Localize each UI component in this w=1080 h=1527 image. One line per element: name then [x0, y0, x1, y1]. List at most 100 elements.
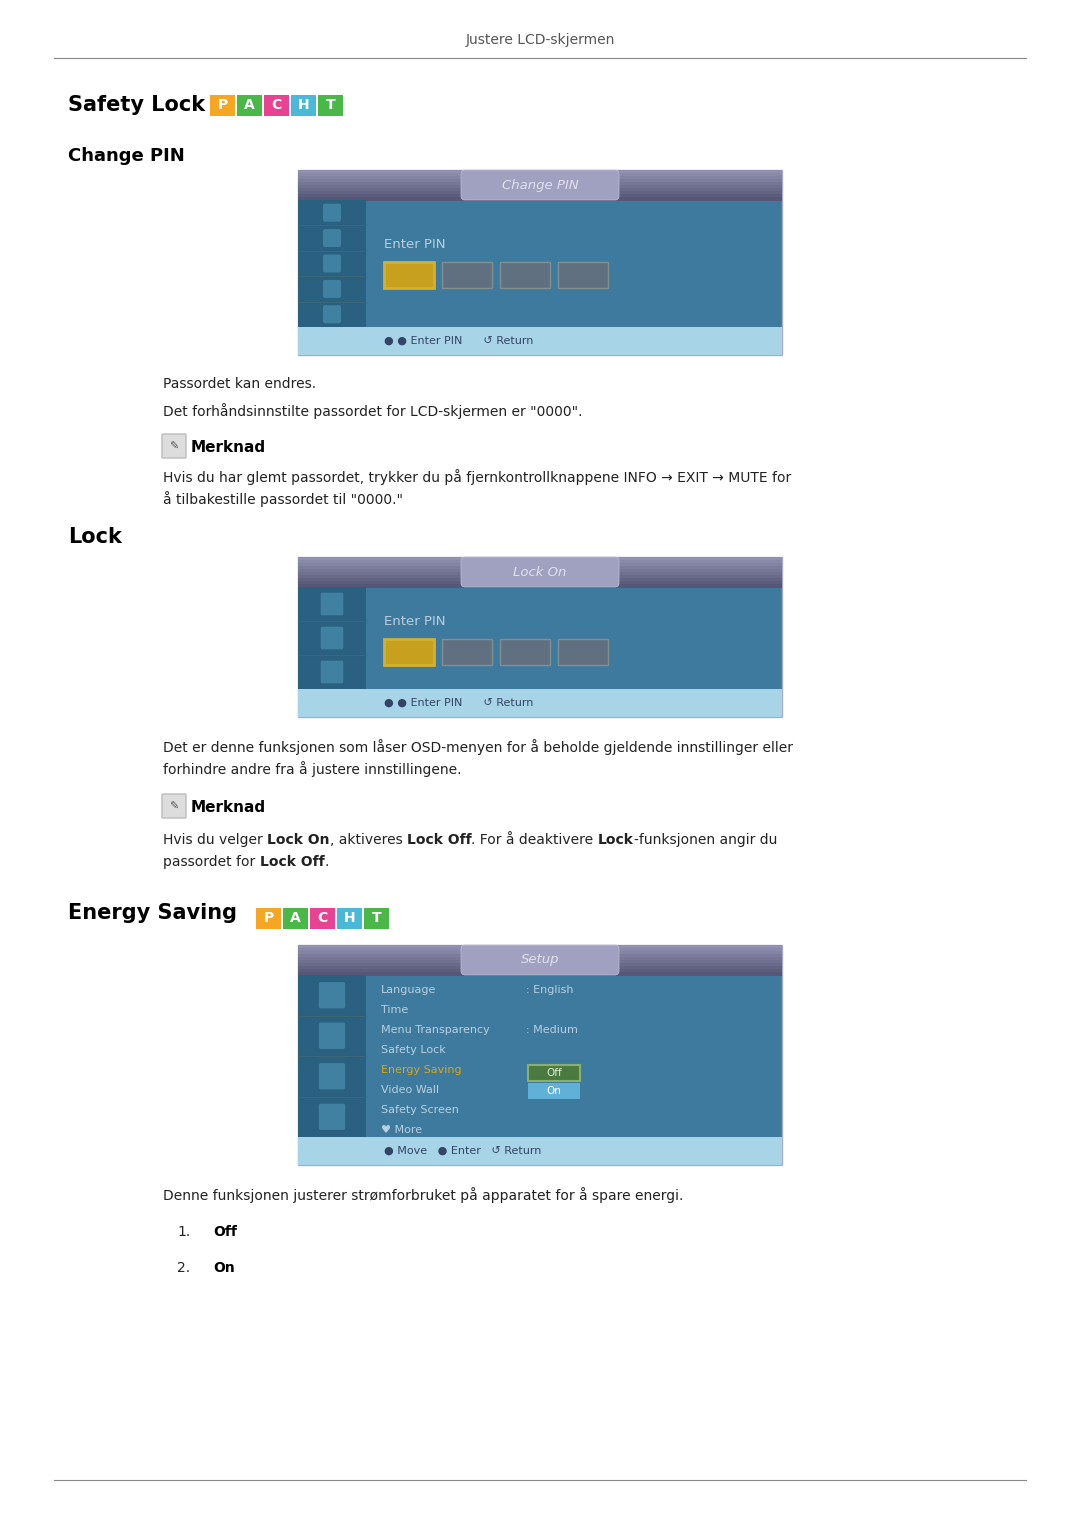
- FancyBboxPatch shape: [558, 263, 608, 289]
- Text: å tilbakestille passordet til "0000.": å tilbakestille passordet til "0000.": [163, 492, 403, 507]
- Text: T: T: [326, 98, 335, 111]
- Text: On: On: [546, 1086, 562, 1096]
- Text: Safety Lock: Safety Lock: [381, 1044, 446, 1055]
- FancyBboxPatch shape: [321, 626, 343, 649]
- FancyBboxPatch shape: [298, 560, 782, 563]
- FancyBboxPatch shape: [237, 95, 262, 116]
- Text: Change PIN: Change PIN: [68, 147, 185, 165]
- FancyBboxPatch shape: [298, 179, 782, 183]
- FancyBboxPatch shape: [319, 982, 346, 1008]
- FancyBboxPatch shape: [310, 907, 335, 928]
- FancyBboxPatch shape: [298, 689, 782, 718]
- Text: H: H: [298, 98, 309, 111]
- Text: : English: : English: [526, 985, 573, 996]
- FancyBboxPatch shape: [461, 169, 619, 200]
- FancyBboxPatch shape: [298, 557, 782, 560]
- FancyBboxPatch shape: [298, 169, 782, 354]
- FancyBboxPatch shape: [323, 255, 341, 272]
- Text: Det forhåndsinnstilte passordet for LCD-skjermen er "0000".: Det forhåndsinnstilte passordet for LCD-…: [163, 403, 582, 418]
- Text: ✎: ✎: [170, 802, 178, 812]
- FancyBboxPatch shape: [298, 945, 782, 948]
- FancyBboxPatch shape: [318, 95, 343, 116]
- FancyBboxPatch shape: [500, 638, 550, 664]
- Text: Merknad: Merknad: [191, 800, 266, 814]
- FancyBboxPatch shape: [323, 279, 341, 298]
- Text: Enter PIN: Enter PIN: [384, 615, 446, 628]
- Text: Setup: Setup: [521, 953, 559, 967]
- Text: Lock Off: Lock Off: [259, 855, 324, 869]
- FancyBboxPatch shape: [298, 188, 782, 191]
- FancyBboxPatch shape: [298, 964, 782, 967]
- FancyBboxPatch shape: [298, 182, 782, 185]
- Text: ♥ More: ♥ More: [381, 1125, 422, 1135]
- FancyBboxPatch shape: [384, 263, 434, 289]
- FancyBboxPatch shape: [298, 951, 782, 954]
- FancyBboxPatch shape: [364, 907, 389, 928]
- FancyBboxPatch shape: [323, 305, 341, 324]
- FancyBboxPatch shape: [461, 557, 619, 586]
- FancyBboxPatch shape: [298, 954, 782, 957]
- FancyBboxPatch shape: [298, 1138, 782, 1165]
- FancyBboxPatch shape: [298, 197, 782, 200]
- Text: Safety Screen: Safety Screen: [381, 1106, 459, 1115]
- Text: Justere LCD-skjermen: Justere LCD-skjermen: [465, 34, 615, 47]
- Text: Off: Off: [213, 1225, 237, 1238]
- FancyBboxPatch shape: [298, 579, 782, 582]
- Text: Hvis du har glemt passordet, trykker du på fjernkontrollknappene INFO → EXIT → M: Hvis du har glemt passordet, trykker du …: [163, 469, 792, 486]
- Text: A: A: [291, 912, 301, 925]
- Text: Off: Off: [546, 1067, 562, 1078]
- FancyBboxPatch shape: [264, 95, 289, 116]
- Text: ● Move   ● Enter   ↺ Return: ● Move ● Enter ↺ Return: [384, 1145, 541, 1156]
- FancyBboxPatch shape: [528, 1064, 580, 1081]
- FancyBboxPatch shape: [500, 263, 550, 289]
- FancyBboxPatch shape: [298, 973, 782, 976]
- FancyBboxPatch shape: [442, 263, 492, 289]
- Text: ● ● Enter PIN      ↺ Return: ● ● Enter PIN ↺ Return: [384, 698, 534, 709]
- FancyBboxPatch shape: [298, 576, 782, 579]
- Text: C: C: [318, 912, 327, 925]
- FancyBboxPatch shape: [321, 661, 343, 684]
- FancyBboxPatch shape: [323, 229, 341, 247]
- FancyBboxPatch shape: [298, 948, 782, 951]
- FancyBboxPatch shape: [298, 970, 782, 973]
- FancyBboxPatch shape: [321, 592, 343, 615]
- FancyBboxPatch shape: [298, 580, 782, 585]
- FancyBboxPatch shape: [528, 1083, 580, 1099]
- Text: Lock On: Lock On: [513, 565, 567, 579]
- FancyBboxPatch shape: [298, 567, 782, 570]
- FancyBboxPatch shape: [298, 573, 782, 576]
- Text: . For å deaktivere: . For å deaktivere: [471, 834, 598, 847]
- Text: : Medium: : Medium: [526, 1025, 578, 1035]
- FancyBboxPatch shape: [256, 907, 281, 928]
- Text: Enter PIN: Enter PIN: [384, 238, 446, 250]
- FancyBboxPatch shape: [291, 95, 316, 116]
- Text: .: .: [324, 855, 328, 869]
- FancyBboxPatch shape: [162, 434, 186, 458]
- Text: H: H: [343, 912, 355, 925]
- Text: T: T: [372, 912, 381, 925]
- Text: Hvis du velger: Hvis du velger: [163, 834, 267, 847]
- Text: Denne funksjonen justerer strømforbruket på apparatet for å spare energi.: Denne funksjonen justerer strømforbruket…: [163, 1186, 684, 1203]
- Text: , aktiveres: , aktiveres: [329, 834, 407, 847]
- FancyBboxPatch shape: [298, 194, 782, 197]
- Text: P: P: [217, 98, 228, 111]
- Text: A: A: [244, 98, 255, 111]
- Text: Lock: Lock: [598, 834, 634, 847]
- Text: Energy Saving: Energy Saving: [381, 1064, 461, 1075]
- FancyBboxPatch shape: [298, 570, 782, 573]
- FancyBboxPatch shape: [461, 945, 619, 976]
- Text: Video Wall: Video Wall: [381, 1086, 440, 1095]
- FancyBboxPatch shape: [442, 638, 492, 664]
- Text: C: C: [271, 98, 282, 111]
- FancyBboxPatch shape: [298, 960, 782, 964]
- FancyBboxPatch shape: [298, 173, 782, 177]
- Text: -funksjonen angir du: -funksjonen angir du: [634, 834, 778, 847]
- FancyBboxPatch shape: [298, 945, 782, 1165]
- FancyBboxPatch shape: [558, 638, 608, 664]
- Text: On: On: [213, 1261, 234, 1275]
- FancyBboxPatch shape: [210, 95, 235, 116]
- FancyBboxPatch shape: [298, 586, 366, 689]
- FancyBboxPatch shape: [298, 957, 782, 960]
- FancyBboxPatch shape: [384, 638, 434, 664]
- Text: Safety Lock: Safety Lock: [68, 95, 213, 115]
